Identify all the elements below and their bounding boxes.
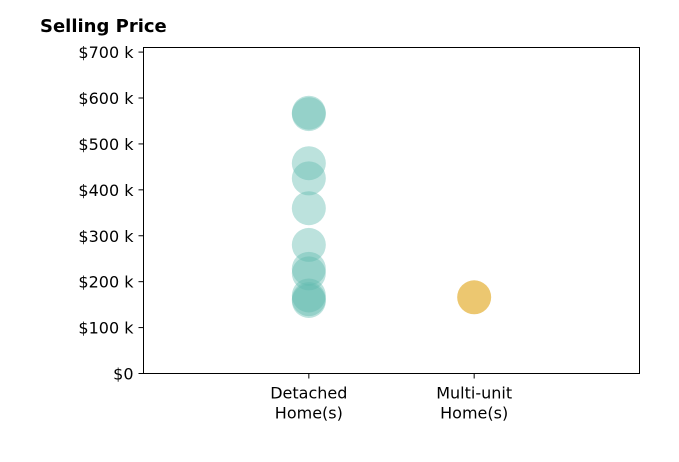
data-point bbox=[291, 95, 326, 130]
y-tick-label: $500 k bbox=[78, 135, 134, 154]
data-point bbox=[291, 282, 326, 317]
data-point bbox=[291, 97, 326, 132]
x-tick-label: Detached Home(s) bbox=[270, 384, 347, 423]
y-tick-label: $100 k bbox=[78, 319, 134, 338]
data-point bbox=[291, 191, 326, 226]
data-point bbox=[291, 227, 326, 262]
chart-title: Selling Price bbox=[40, 16, 167, 37]
data-point bbox=[291, 161, 326, 196]
data-point bbox=[291, 146, 326, 181]
y-tick-label: $600 k bbox=[78, 89, 134, 108]
data-point bbox=[291, 283, 326, 318]
x-axis: Detached Home(s) Multi-unit Home(s) bbox=[270, 373, 512, 423]
y-tick-label: $400 k bbox=[78, 181, 134, 200]
data-point bbox=[291, 251, 326, 286]
data-point bbox=[457, 280, 492, 315]
y-tick-label: $0 bbox=[113, 365, 133, 384]
x-tick-label: Multi-unit Home(s) bbox=[436, 384, 512, 423]
data-point bbox=[291, 256, 326, 291]
data-point bbox=[291, 278, 326, 313]
y-tick-label: $300 k bbox=[78, 227, 134, 246]
data-points bbox=[291, 95, 492, 318]
y-tick-label: $700 k bbox=[78, 43, 134, 62]
y-tick-label: $200 k bbox=[78, 273, 134, 292]
y-axis: $0 $100 k $200 k $300 k $400 k $500 k $600 k $7… bbox=[78, 43, 144, 384]
plot-frame bbox=[143, 47, 640, 374]
